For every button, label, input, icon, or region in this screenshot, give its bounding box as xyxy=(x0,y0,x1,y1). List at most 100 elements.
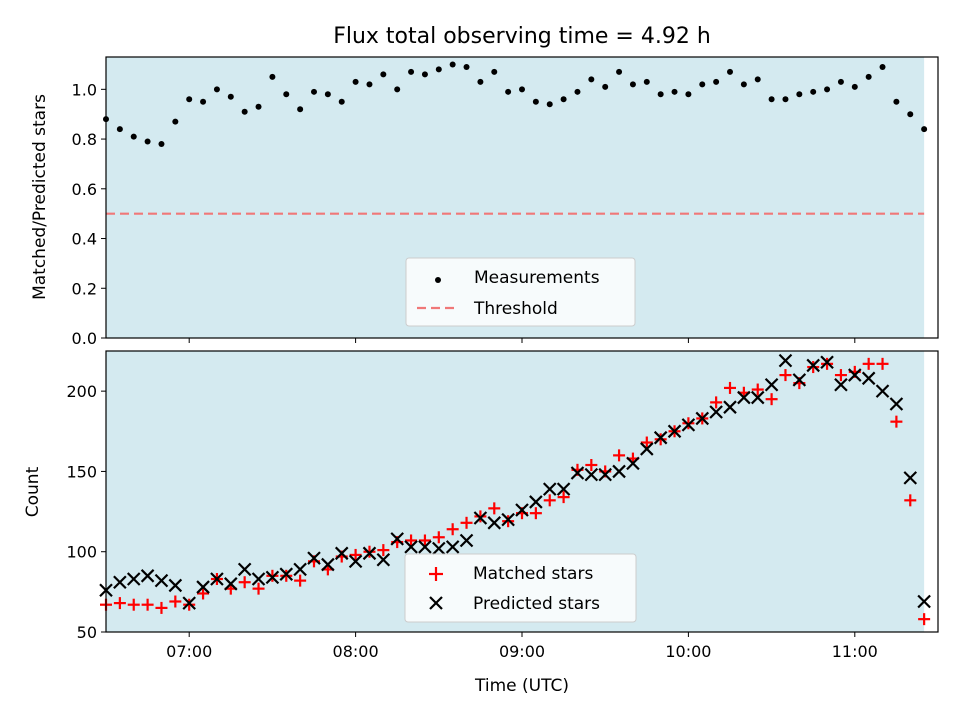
measurement-point xyxy=(699,81,706,88)
matched-star-point xyxy=(280,569,293,582)
predicted-star-point xyxy=(126,572,141,586)
predicted-star-point xyxy=(237,562,252,577)
matched-star-point xyxy=(169,595,182,608)
matched-star-point xyxy=(640,436,653,449)
ratio-y-axis-label: Matched/Predicted stars xyxy=(30,94,50,300)
measurement-point xyxy=(463,63,470,70)
predicted-star-point xyxy=(861,371,876,386)
measurement-point xyxy=(519,86,525,93)
matched-star-point xyxy=(807,361,820,374)
predicted-star-point xyxy=(709,405,723,419)
measurement-point xyxy=(588,76,595,83)
x-tick-label: 07:00 xyxy=(166,642,212,661)
counts-legend: Matched stars Predicted stars xyxy=(404,553,637,623)
predicted-star-point xyxy=(113,575,127,590)
ratio-legend: Measurements Threshold xyxy=(405,257,636,327)
matched-star-point xyxy=(141,598,154,611)
measurement-point xyxy=(796,91,803,98)
predicted-star-point xyxy=(487,516,502,530)
predicted-star-point xyxy=(806,358,820,373)
predicted-star-point xyxy=(667,424,682,439)
measurement-point xyxy=(546,101,553,108)
predicted-star-point xyxy=(556,482,571,496)
matched-star-point xyxy=(432,531,445,544)
predicted-star-point xyxy=(903,471,918,485)
matched-star-point xyxy=(654,433,667,446)
measurement-point xyxy=(740,81,747,88)
predicted-star-point xyxy=(737,390,751,405)
measurement-point xyxy=(435,66,442,73)
matched-star-point xyxy=(113,597,126,610)
measurement-point xyxy=(671,88,678,95)
matched-star-point xyxy=(266,569,279,582)
matched-star-point xyxy=(585,459,598,472)
counts-y-axis-label: Count xyxy=(23,466,43,517)
matched-star-point xyxy=(543,494,556,507)
predicted-star-point xyxy=(529,495,543,509)
measurement-point xyxy=(297,106,304,113)
predicted-star-point xyxy=(640,442,654,456)
matched-star-point xyxy=(377,544,390,557)
predicted-star-point xyxy=(390,532,404,546)
measurement-point xyxy=(352,78,359,85)
matched-star-point xyxy=(890,415,903,428)
measurement-point xyxy=(491,68,498,75)
predicted-star-point xyxy=(182,596,196,610)
measurement-point xyxy=(879,63,886,70)
measurement-point xyxy=(477,78,484,85)
matched-star-point xyxy=(460,516,473,529)
predicted-star-point xyxy=(404,540,418,554)
x-tick-label: 10:00 xyxy=(665,642,711,661)
measurement-point xyxy=(408,68,415,75)
matched-star-point xyxy=(502,515,515,528)
matched-star-point xyxy=(904,494,917,507)
measurement-point xyxy=(213,86,220,93)
measurement-point xyxy=(782,96,789,103)
measurement-point xyxy=(713,78,720,85)
measurement-point xyxy=(505,88,512,95)
legend-matched-marker xyxy=(429,567,443,581)
measurement-point xyxy=(685,91,692,98)
measurement-point xyxy=(629,81,636,88)
matched-star-point xyxy=(127,598,140,611)
counts-y-ticks: 50 100 150 200 xyxy=(66,382,106,642)
measurement-points xyxy=(103,61,928,148)
y-tick-label: 0.8 xyxy=(72,130,97,149)
measurement-point xyxy=(532,98,539,105)
legend-threshold-label: Threshold xyxy=(473,299,558,319)
measurement-point xyxy=(269,73,276,80)
predicted-star-point xyxy=(473,511,488,525)
y-tick-label: 1.0 xyxy=(72,80,97,99)
measurement-point xyxy=(283,91,290,98)
predicted-star-point xyxy=(362,546,377,561)
legend-measurements-marker xyxy=(435,277,441,283)
measurement-point xyxy=(144,138,151,145)
predicted-star-point xyxy=(321,557,335,572)
predicted-star-point xyxy=(778,353,793,368)
predicted-star-point xyxy=(653,430,668,445)
predicted-star-point xyxy=(875,384,890,398)
matched-star-point xyxy=(557,491,570,504)
measurement-point xyxy=(768,96,775,103)
matched-star-point xyxy=(446,523,459,536)
y-tick-label: 50 xyxy=(77,623,97,642)
predicted-star-point xyxy=(626,456,640,471)
panel-counts: 50 100 150 200 07:00 08:00 09:00 10:00 11:00 Co… xyxy=(23,350,939,696)
matched-star-point xyxy=(488,502,501,515)
predicted-star-point xyxy=(307,551,321,565)
x-tick-label: 11:00 xyxy=(832,642,878,661)
matched-star-point xyxy=(821,357,834,370)
predicted-star-point xyxy=(750,390,765,405)
measurement-point xyxy=(116,126,123,133)
matched-star-point xyxy=(834,369,847,382)
panel-ratio: 0.0 0.2 0.4 0.6 0.8 1.0 Matched/Predicted sta… xyxy=(30,56,939,348)
predicted-star-point xyxy=(196,580,210,594)
predicted-star-point xyxy=(293,562,307,577)
predicted-star-point xyxy=(515,503,529,517)
measurement-point xyxy=(893,98,900,105)
measurement-point xyxy=(380,71,387,78)
measurement-point xyxy=(851,83,858,90)
legend-predicted-label: Predicted stars xyxy=(473,594,600,614)
matched-star-point xyxy=(363,545,376,558)
